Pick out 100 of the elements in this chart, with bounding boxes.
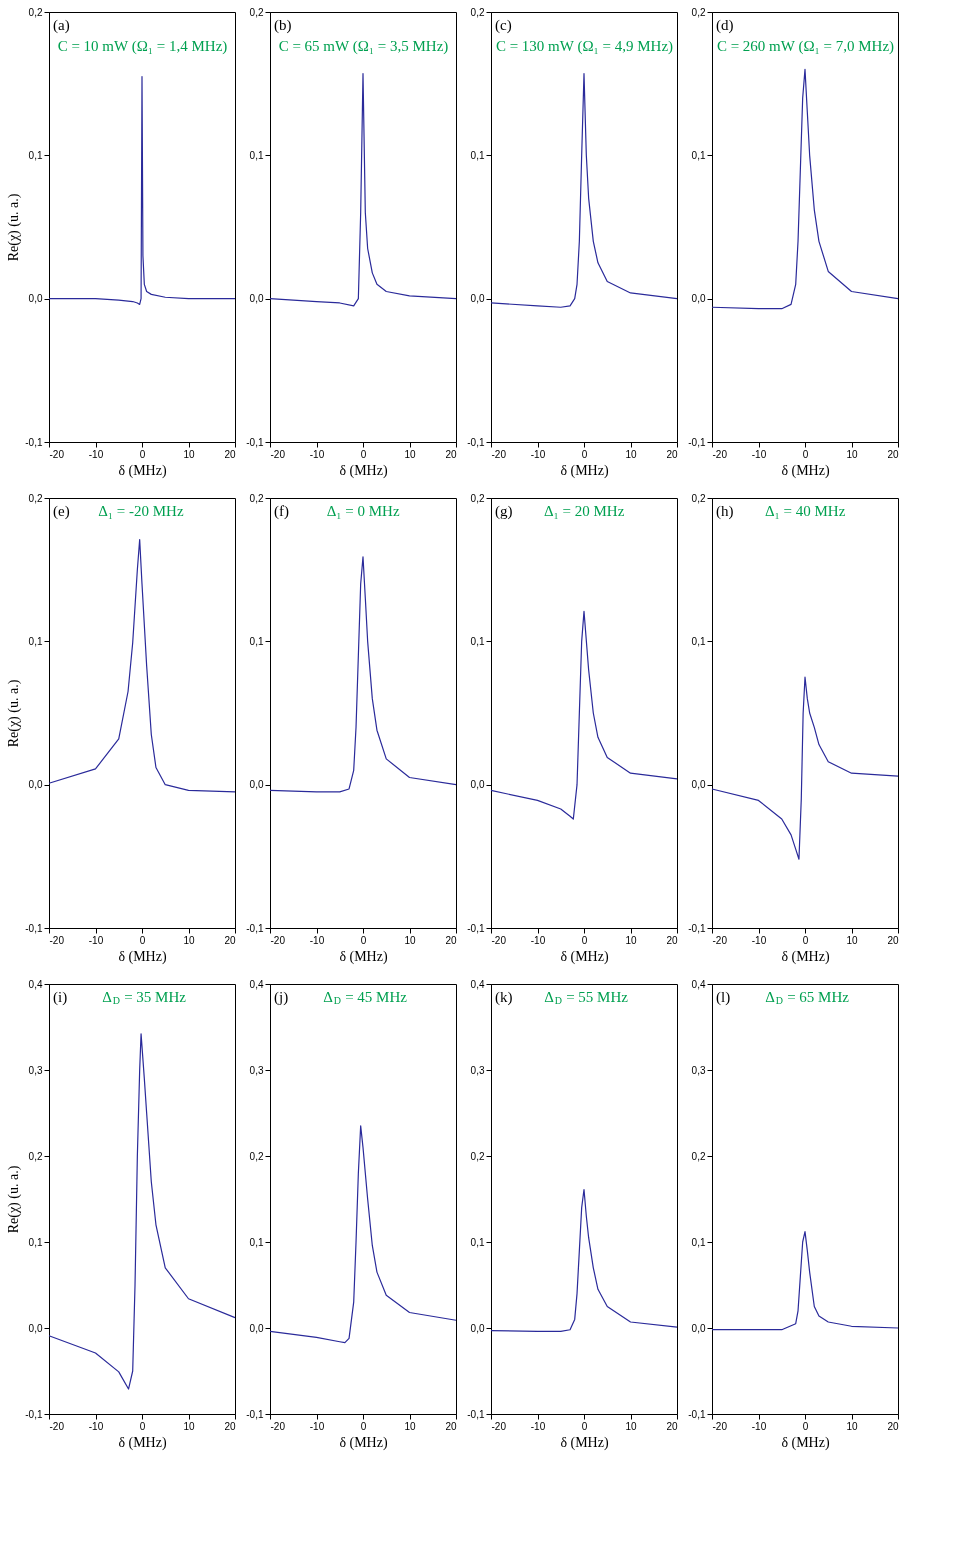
x-tick-label: 0 (360, 934, 367, 946)
x-axis-title: δ (MHz) (118, 1434, 167, 1451)
x-tick-label: 20 (666, 934, 678, 946)
y-axis-title: Re(χ) (u. a.) (6, 193, 23, 262)
x-tick-label: -20 (49, 934, 65, 946)
x-axis-title: δ (MHz) (118, 948, 167, 965)
x-tick-label: -10 (88, 1420, 104, 1432)
y-axis-title: Re(χ) (u. a.) (6, 1165, 23, 1234)
x-axis-title: δ (MHz) (781, 948, 830, 965)
x-tick-label: 20 (666, 448, 678, 460)
x-tick-label: 10 (846, 1420, 858, 1432)
y-tick-label: 0,3 (470, 1064, 485, 1076)
y-tick-label: 0,3 (691, 1064, 706, 1076)
x-tick-label: -20 (491, 934, 507, 946)
x-axis-title: δ (MHz) (781, 462, 830, 479)
y-tick-label: 0,0 (470, 293, 485, 305)
y-tick-label: 0,2 (28, 1150, 43, 1162)
x-tick-label: 10 (846, 934, 858, 946)
x-tick-label: -10 (530, 1420, 546, 1432)
x-tick-label: -10 (751, 1420, 767, 1432)
x-axis-title: δ (MHz) (118, 462, 167, 479)
x-tick-label: 10 (183, 1420, 195, 1432)
annotation: C = 260 mW (Ω₁ = 7,0 MHz) (716, 38, 895, 55)
annotation: (g) (495, 503, 513, 520)
x-tick-label: 20 (445, 934, 457, 946)
line-series (711, 1231, 899, 1331)
y-tick-label: 0,2 (28, 6, 43, 18)
x-tick-label: 20 (224, 934, 236, 946)
y-tick-label: 0,0 (28, 1322, 43, 1334)
x-tick-label: 10 (625, 934, 637, 946)
y-tick-label: 0,2 (691, 492, 706, 504)
y-tick-label: -0,1 (467, 436, 485, 448)
x-tick-label: 20 (445, 448, 457, 460)
x-tick-label: 0 (581, 448, 588, 460)
y-tick-label: 0,0 (691, 1322, 706, 1334)
x-tick-label: -20 (270, 448, 286, 460)
x-tick-label: -20 (270, 1420, 286, 1432)
line-series (269, 73, 457, 307)
line-series (48, 538, 236, 793)
x-tick-label: 0 (802, 1420, 809, 1432)
annotation: (d) (716, 17, 734, 34)
y-tick-label: -0,1 (467, 922, 485, 934)
y-tick-label: 0,2 (249, 1150, 264, 1162)
annotation: (l) (716, 989, 731, 1006)
x-tick-label: 0 (360, 448, 367, 460)
y-tick-label: 0,2 (470, 6, 485, 18)
y-tick-label: 0,1 (470, 635, 485, 647)
y-tick-label: 0,0 (28, 293, 43, 305)
x-tick-label: -20 (49, 448, 65, 460)
x-tick-label: -20 (49, 1420, 65, 1432)
y-axis-title: Re(χ) (u. a.) (6, 679, 23, 748)
y-tick-label: 0,1 (28, 1236, 43, 1248)
y-tick-label: 0,1 (28, 149, 43, 161)
line-series (48, 75, 236, 305)
x-tick-label: 10 (404, 934, 416, 946)
annotation: Δ₁ = 40 MHz (764, 503, 846, 519)
y-tick-label: 0,0 (28, 779, 43, 791)
y-tick-label: -0,1 (688, 1408, 706, 1420)
annotation: (e) (53, 503, 70, 520)
x-axis-title: δ (MHz) (339, 1434, 388, 1451)
x-axis-title: δ (MHz) (781, 1434, 830, 1451)
y-tick-label: 0,1 (691, 149, 706, 161)
line-series (48, 1033, 236, 1390)
y-tick-label: 0,4 (691, 978, 706, 990)
line-series (490, 1188, 678, 1333)
x-tick-label: 0 (139, 934, 146, 946)
y-tick-label: 0,1 (249, 635, 264, 647)
y-tick-label: 0,2 (249, 6, 264, 18)
x-tick-label: 10 (404, 448, 416, 460)
x-tick-label: 0 (802, 448, 809, 460)
annotation: Δ₁ = 20 MHz (543, 503, 625, 519)
x-axis-title: δ (MHz) (560, 462, 609, 479)
y-tick-label: -0,1 (246, 922, 264, 934)
y-tick-label: -0,1 (25, 1408, 43, 1420)
y-tick-label: 0,0 (249, 1322, 264, 1334)
x-tick-label: 0 (802, 934, 809, 946)
y-tick-label: 0,2 (470, 492, 485, 504)
x-tick-label: 10 (183, 934, 195, 946)
x-tick-label: -10 (530, 448, 546, 460)
y-tick-label: 0,2 (470, 1150, 485, 1162)
x-tick-label: -10 (309, 934, 325, 946)
y-tick-label: -0,1 (25, 922, 43, 934)
x-tick-label: 10 (846, 448, 858, 460)
x-tick-label: 0 (581, 934, 588, 946)
x-axis-title: δ (MHz) (339, 948, 388, 965)
x-tick-label: -10 (309, 1420, 325, 1432)
y-tick-label: 0,1 (28, 635, 43, 647)
y-tick-label: 0,2 (28, 492, 43, 504)
y-tick-label: -0,1 (246, 1408, 264, 1420)
x-tick-label: 0 (139, 1420, 146, 1432)
y-tick-label: 0,4 (249, 978, 264, 990)
x-tick-label: -20 (270, 934, 286, 946)
x-tick-label: -10 (530, 934, 546, 946)
y-tick-label: 0,2 (249, 492, 264, 504)
line-series (490, 610, 678, 820)
annotation: Δ₁ = -20 MHz (98, 503, 184, 519)
annotation: C = 10 mW (Ω₁ = 1,4 MHz) (57, 38, 228, 55)
y-tick-label: -0,1 (246, 436, 264, 448)
x-tick-label: -10 (751, 448, 767, 460)
annotation: C = 65 mW (Ω₁ = 3,5 MHz) (278, 38, 449, 55)
